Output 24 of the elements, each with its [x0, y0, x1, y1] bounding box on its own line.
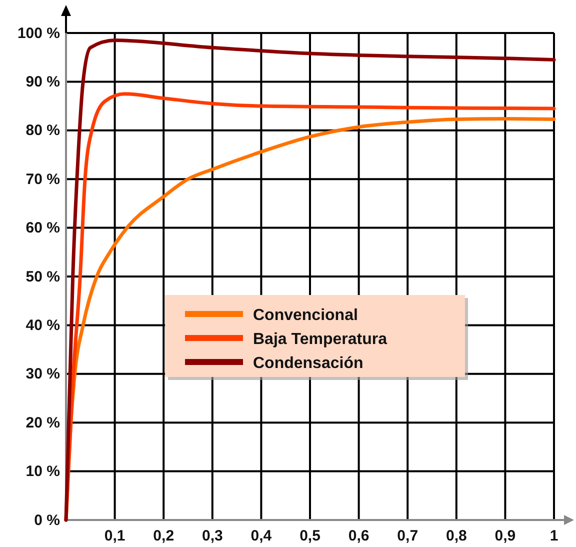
x-tick-label: 1	[550, 528, 558, 545]
y-tick-label: 60 %	[26, 220, 60, 237]
x-tick-label: 0,6	[348, 528, 370, 545]
y-tick-label: 30 %	[26, 366, 60, 383]
x-tick-label: 0,5	[300, 528, 320, 545]
x-tick-label: 0,8	[446, 528, 467, 545]
y-tick-label: 80 %	[26, 122, 60, 140]
y-tick-label: 70 %	[26, 170, 60, 188]
x-tick-label: 0,2	[153, 528, 174, 545]
x-tick-label: 0,7	[397, 528, 418, 545]
y-tick-label: 20 %	[26, 414, 60, 432]
y-tick-label: 0 %	[34, 512, 60, 529]
y-tick-label: 90 %	[26, 74, 60, 90]
x-tick-label: 0,3	[202, 528, 223, 545]
legend-label: Baja Temperatura	[253, 331, 388, 348]
y-tick-label: 10 %	[26, 463, 60, 480]
legend-label: Condensación	[253, 355, 364, 372]
x-tick-label: 0,9	[494, 528, 516, 545]
y-tick-label: 100 %	[17, 24, 60, 42]
y-tick-label: 50 %	[26, 268, 60, 286]
x-tick-label: 0,1	[104, 528, 126, 545]
y-tick-label: 40 %	[26, 317, 60, 334]
x-tick-label: 0,4	[250, 528, 272, 545]
legend-label: Convencional	[253, 307, 358, 324]
